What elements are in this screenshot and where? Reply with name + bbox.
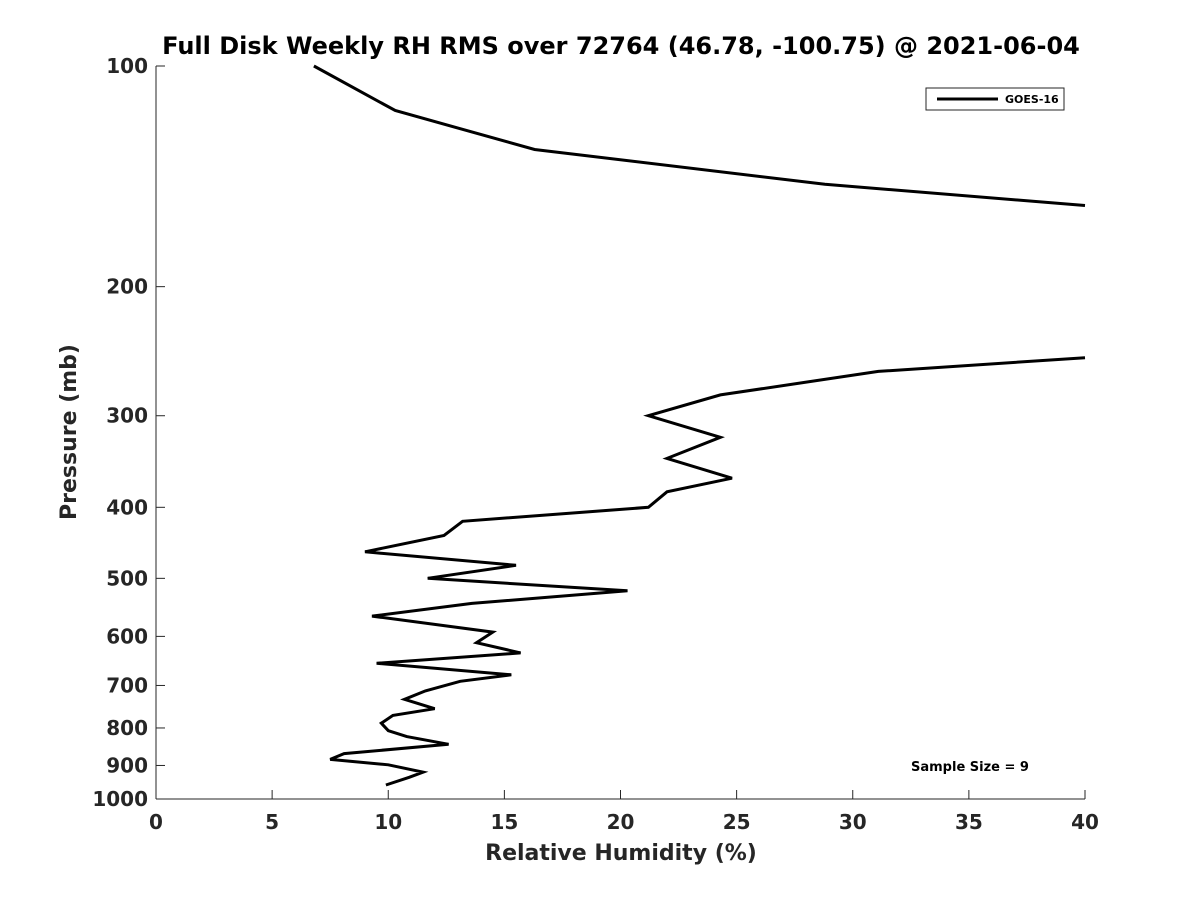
y-tick-label: 200 bbox=[106, 275, 148, 299]
legend-label-goes-16: GOES-16 bbox=[1005, 93, 1059, 106]
series-line-goes-16-segment-1 bbox=[313, 64, 1086, 207]
y-tick-label: 400 bbox=[106, 495, 148, 519]
x-tick-label: 15 bbox=[490, 810, 518, 834]
x-axis-label: Relative Humidity (%) bbox=[485, 841, 757, 866]
x-tick-label: 20 bbox=[607, 810, 635, 834]
x-tick-label: 25 bbox=[723, 810, 751, 834]
y-tick-label: 500 bbox=[106, 566, 148, 590]
y-tick-label: 800 bbox=[106, 716, 148, 740]
x-tick-label: 5 bbox=[265, 810, 279, 834]
chart-title: Full Disk Weekly RH RMS over 72764 (46.7… bbox=[162, 32, 1080, 60]
y-tick-label: 1000 bbox=[92, 787, 148, 811]
series-line-goes-16-segment-2 bbox=[329, 356, 1086, 787]
x-tick-label: 0 bbox=[149, 810, 163, 834]
y-axis-ticks: 100 200 300 400 500 600 700 800 900 1000 bbox=[92, 54, 165, 811]
sample-size-annotation: Sample Size = 9 bbox=[911, 760, 1029, 775]
x-tick-label: 35 bbox=[955, 810, 983, 834]
x-tick-label: 30 bbox=[839, 810, 867, 834]
y-tick-label: 300 bbox=[106, 404, 148, 428]
y-tick-label: 600 bbox=[106, 624, 148, 648]
x-axis-ticks: 0 5 10 15 20 25 30 35 40 bbox=[149, 790, 1099, 834]
y-tick-label: 100 bbox=[106, 54, 148, 78]
y-axis-label: Pressure (mb) bbox=[57, 344, 82, 520]
x-tick-label: 40 bbox=[1071, 810, 1099, 834]
y-tick-label: 900 bbox=[106, 753, 148, 777]
y-tick-label: 700 bbox=[106, 673, 148, 697]
plot-lines bbox=[313, 64, 1086, 787]
legend: GOES-16 bbox=[925, 87, 1065, 111]
x-tick-label: 10 bbox=[374, 810, 402, 834]
